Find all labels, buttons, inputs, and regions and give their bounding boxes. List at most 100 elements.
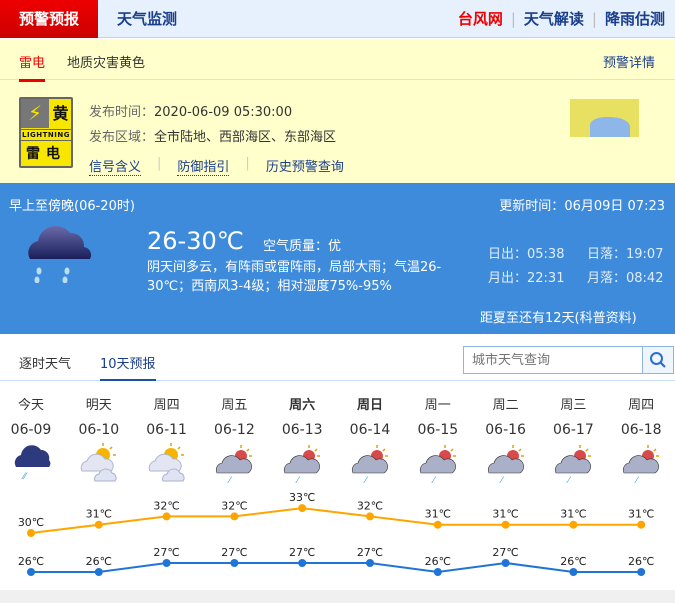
low-temp-label: 27℃ [153, 546, 179, 559]
warning-area-map[interactable] [570, 99, 639, 137]
update-value: 06月09日 07:23 [564, 199, 665, 214]
publish-area-value: 全市陆地、西部海区、东部海区 [154, 130, 337, 145]
low-temp-point [230, 559, 239, 567]
high-temp-point [366, 512, 374, 521]
high-temp-point [230, 512, 239, 521]
weekday: 周二 [492, 398, 519, 413]
tab-lightning[interactable]: 雷电 [19, 52, 46, 82]
date: 06-17 [553, 422, 594, 438]
tab-hourly[interactable]: 逐时天气 [19, 357, 72, 372]
tab-geological-yellow[interactable]: 地质灾害黄色 [67, 56, 146, 71]
air-quality: 空气质量：优 [263, 235, 341, 254]
date: 06-13 [281, 422, 323, 438]
temperature-chart: 30℃ 31℃ 32℃ 32℃ 33℃ 32℃ 31℃ 31℃ 31℃ 31℃ 26℃ 26℃ 27℃ 2… [18, 491, 654, 576]
low-temp-point [94, 568, 103, 576]
svg-text:⁄: ⁄ [227, 476, 233, 483]
partly-cloudy-icon [148, 443, 185, 482]
rain-cloud-icon [28, 225, 92, 283]
nav-weather-monitor[interactable]: 天气监测 [117, 10, 178, 28]
forecast-tabs: 逐时天气 10天预报 [0, 334, 675, 381]
low-temp-point [162, 559, 171, 567]
low-temp-point [569, 568, 578, 576]
low-temp-label: 26℃ [560, 555, 586, 568]
nav-warning-forecast[interactable]: 预警预报 [0, 0, 98, 38]
low-temp-label: 26℃ [628, 555, 654, 568]
low-temp-label: 26℃ [86, 555, 112, 568]
signal-meaning-link[interactable]: 信号含义 [89, 156, 142, 176]
weekday: 周一 [424, 398, 451, 413]
high-temp-label: 32℃ [357, 499, 383, 512]
high-temp-label: 33℃ [289, 491, 315, 504]
history-query-link[interactable]: 历史预警查询 [265, 160, 344, 175]
rain-icon: ⁄⁄ [14, 445, 51, 482]
partly-cloudy-icon [80, 443, 117, 482]
divider: | [510, 10, 516, 28]
link-typhoon[interactable]: 台风网 [457, 10, 503, 28]
low-temp-point [27, 568, 35, 576]
low-temp-point [366, 559, 374, 567]
date: 06-18 [620, 422, 662, 438]
date: 06-10 [78, 422, 120, 438]
shower-icon: ⁄ [419, 445, 456, 483]
low-temp-label: 26℃ [18, 555, 44, 568]
publish-time-label: 发布时间： [89, 105, 155, 120]
update-time: 更新时间：06月09日 07:23 [499, 195, 665, 214]
temperature-range: 26-30℃ [147, 227, 244, 255]
divider: | [591, 10, 597, 28]
defense-guide-link[interactable]: 防御指引 [177, 156, 230, 176]
link-rain-estimate[interactable]: 降雨估测 [604, 10, 665, 28]
city-search-input[interactable] [464, 347, 642, 373]
high-temp-label: 32℃ [153, 499, 179, 512]
today-weather-panel: 早上至傍晚(06-20时) 更新时间：06月09日 07:23 26-30℃ 空… [0, 183, 675, 334]
badge-name: 雷电 [26, 146, 66, 162]
high-temp-point [433, 520, 442, 529]
high-temp-label: 31℃ [425, 508, 451, 521]
weekday: 周四 [628, 398, 655, 413]
high-temp-point [637, 520, 646, 529]
high-temp-point [94, 520, 103, 529]
shower-icon: ⁄ [216, 445, 253, 483]
high-temp-label: 31℃ [86, 508, 112, 521]
high-temp-label: 31℃ [492, 508, 518, 521]
summer-solstice-link[interactable]: 距夏至还有12天(科普资料) [480, 311, 637, 326]
svg-text:⁄: ⁄ [499, 476, 505, 483]
high-temp-point [162, 512, 171, 521]
tab-10day[interactable]: 10天预报 [100, 353, 156, 381]
svg-text:⁄: ⁄ [363, 476, 369, 483]
date: 06-14 [349, 422, 391, 438]
svg-text:⁄: ⁄ [431, 476, 437, 483]
search-icon [650, 352, 666, 368]
low-temp-line [31, 561, 642, 574]
link-weather-analysis[interactable]: 天气解读 [523, 10, 584, 28]
search-button[interactable] [642, 347, 673, 373]
weekday: 明天 [85, 398, 112, 413]
ten-day-forecast: 今天 06-09 ⁄⁄ 明天 06-10 周四 06-11 周五 06-12 ⁄ 周… [0, 381, 675, 590]
lightning-icon: ⚡ [21, 99, 49, 128]
air-quality-value: 优 [328, 239, 342, 254]
weekday: 周四 [153, 398, 180, 413]
warning-detail-link[interactable]: 预警详情 [602, 56, 655, 71]
shower-icon: ⁄ [352, 445, 388, 483]
low-temp-point [637, 568, 646, 576]
publish-time-value: 2020-06-09 05:30:00 [154, 105, 293, 120]
low-temp-label: 27℃ [221, 546, 247, 559]
high-temp-point [298, 504, 307, 513]
badge-en: LIGHTNING [21, 129, 71, 141]
update-label: 更新时间： [499, 199, 565, 214]
shower-icon: ⁄ [284, 445, 321, 483]
low-temp-label: 27℃ [357, 546, 383, 559]
moonset: 月落：08:42 [587, 271, 664, 286]
date: 06-12 [214, 422, 255, 438]
svg-text:⁄: ⁄ [295, 476, 301, 483]
divider: | [157, 156, 162, 171]
lightning-yellow-badge: ⚡ 黄 LIGHTNING 雷电 [19, 97, 73, 168]
low-temp-label: 26℃ [425, 555, 451, 568]
shower-icon: ⁄ [487, 445, 524, 483]
svg-text:⁄: ⁄ [634, 476, 640, 483]
warning-panel: 雷电 地质灾害黄色 预警详情 ⚡ 黄 LIGHTNING 雷电 发布时间：202… [0, 39, 675, 183]
high-temp-label: 31℃ [560, 508, 586, 521]
low-temp-point [501, 559, 510, 567]
high-temp-label: 32℃ [221, 499, 247, 512]
low-temp-label: 27℃ [492, 546, 518, 559]
high-temp-point [501, 520, 510, 529]
